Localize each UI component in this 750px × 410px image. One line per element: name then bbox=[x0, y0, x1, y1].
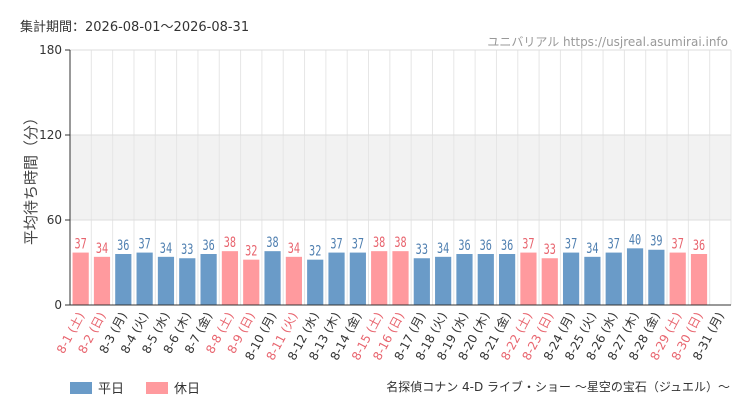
legend: 平日 休日 bbox=[70, 378, 200, 397]
data-label: 40 bbox=[629, 232, 641, 248]
y-tick-label: 180 bbox=[39, 43, 62, 57]
data-label: 36 bbox=[117, 237, 129, 253]
bar-8-14 bbox=[349, 252, 366, 305]
data-label: 37 bbox=[608, 236, 620, 252]
data-label: 33 bbox=[416, 242, 428, 258]
bar-8-16 bbox=[392, 251, 409, 305]
data-labels: 37 34 36 37 34 33 36 38 32 38 34 32 37 37 38 38 33 34 36 36… bbox=[75, 232, 706, 259]
bar-8-28 bbox=[648, 249, 665, 305]
data-label: 37 bbox=[352, 236, 364, 252]
bar-8-11 bbox=[285, 256, 302, 305]
bar-8-1 bbox=[72, 252, 89, 305]
data-label: 36 bbox=[693, 237, 705, 253]
bar-8-24 bbox=[562, 252, 580, 305]
data-label: 36 bbox=[458, 237, 470, 253]
bar-8-12 bbox=[307, 259, 324, 305]
legend-swatch-holiday bbox=[146, 381, 169, 394]
data-label: 37 bbox=[522, 236, 534, 252]
legend-label-weekday: 平日 bbox=[98, 382, 125, 397]
data-label: 39 bbox=[650, 233, 662, 249]
data-label: 34 bbox=[288, 240, 300, 256]
bar-8-23 bbox=[541, 258, 558, 305]
data-label: 38 bbox=[224, 235, 236, 251]
bar-8-13 bbox=[328, 252, 345, 305]
bar-8-3 bbox=[115, 254, 132, 305]
data-label: 33 bbox=[544, 242, 556, 258]
data-label: 37 bbox=[672, 236, 684, 252]
legend-item-holiday: 休日 bbox=[146, 378, 200, 397]
bar-8-22 bbox=[520, 252, 537, 305]
data-label: 37 bbox=[75, 236, 87, 252]
data-label: 38 bbox=[266, 235, 278, 251]
period-label: 集計期間：2026-08-01～2026-08-31 bbox=[20, 20, 250, 35]
data-label: 38 bbox=[394, 235, 406, 251]
y-axis-title: 平均待ち時間（分） bbox=[22, 110, 40, 245]
bar-8-27 bbox=[626, 248, 644, 305]
bar-8-4 bbox=[136, 252, 153, 305]
legend-item-weekday: 平日 bbox=[70, 378, 124, 397]
data-label: 34 bbox=[96, 240, 108, 256]
bar-8-15 bbox=[371, 251, 388, 305]
bar-8-10 bbox=[264, 251, 281, 305]
y-axis: 0 60 120 180 平均待ち時間（分） bbox=[22, 43, 71, 312]
data-label: 34 bbox=[160, 240, 172, 256]
data-label: 36 bbox=[501, 237, 513, 253]
legend-swatch-weekday bbox=[70, 381, 92, 394]
bar-8-26 bbox=[605, 252, 622, 305]
bar-series bbox=[72, 248, 708, 305]
x-axis: 8-1 (土)8-2 (日)8-3 (月)8-4 (火)8-5 (水)8-6 (… bbox=[54, 304, 731, 363]
data-label: 37 bbox=[565, 236, 577, 252]
data-label: 32 bbox=[245, 243, 257, 259]
y-tick-label: 0 bbox=[54, 298, 62, 312]
grid-band bbox=[70, 135, 731, 220]
data-label: 33 bbox=[181, 242, 193, 258]
bar-8-7 bbox=[200, 254, 217, 305]
bar-8-18 bbox=[435, 256, 452, 305]
attraction-name: 名探偵コナン 4-D ライブ・ショー ～星空の宝石（ジュエル）～ bbox=[386, 380, 730, 394]
data-label: 37 bbox=[330, 236, 342, 252]
data-label: 32 bbox=[309, 243, 321, 259]
bar-8-8 bbox=[221, 251, 239, 305]
bar-8-30 bbox=[690, 254, 708, 305]
bar-8-20 bbox=[477, 254, 494, 305]
data-label: 38 bbox=[373, 235, 385, 251]
bar-8-9 bbox=[243, 259, 260, 305]
data-label: 34 bbox=[437, 240, 449, 256]
site-credit: ユニバリアル https://usjreal.asumirai.info bbox=[487, 35, 728, 49]
bar-8-2 bbox=[93, 256, 111, 305]
data-label: 36 bbox=[202, 237, 214, 253]
legend-label-holiday: 休日 bbox=[174, 382, 201, 397]
bar-8-6 bbox=[179, 258, 196, 305]
data-label: 34 bbox=[586, 240, 598, 256]
bar-8-25 bbox=[584, 256, 601, 305]
data-label: 37 bbox=[138, 236, 150, 252]
bar-8-29 bbox=[669, 252, 686, 305]
bar-8-19 bbox=[456, 254, 473, 305]
bar-8-5 bbox=[157, 256, 175, 305]
bar-8-21 bbox=[499, 254, 516, 305]
data-label: 36 bbox=[480, 237, 492, 253]
y-tick-label: 120 bbox=[39, 128, 62, 142]
y-tick-label: 60 bbox=[47, 213, 62, 227]
bar-8-17 bbox=[413, 258, 430, 305]
wait-time-chart: 37 34 36 37 34 33 36 38 32 38 34 32 37 37 38 38 33 34 36 36… bbox=[22, 43, 732, 363]
